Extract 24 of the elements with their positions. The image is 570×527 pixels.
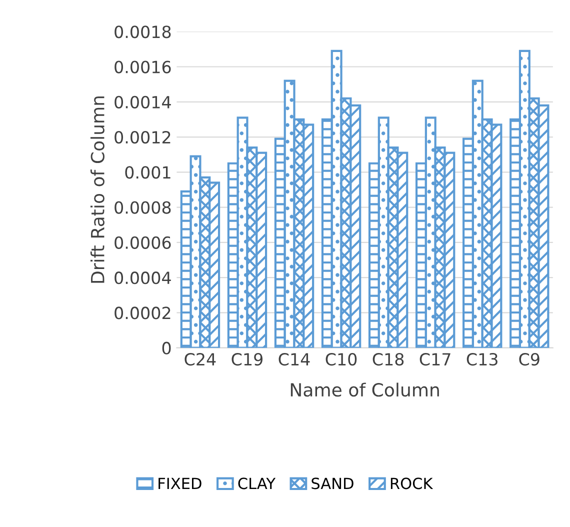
x-tick-label: C18 (372, 352, 404, 366)
legend-label: CLAY (238, 478, 276, 490)
y-tick-label: 0 (162, 342, 171, 354)
x-tick-label: C24 (184, 352, 216, 366)
y-tick-label: 0.0016 (114, 60, 171, 74)
x-tick-label: C19 (232, 352, 262, 366)
y-tick-label: 0.0014 (114, 96, 171, 108)
x-tick-label: C13 (466, 352, 498, 366)
y-tick-label: 0.0018 (114, 26, 171, 38)
y-tick-label: 0.0002 (114, 306, 170, 320)
x-tick-label: C9 (519, 352, 540, 366)
y-tick-label: 0.0004 (114, 272, 171, 284)
legend-label: ROCK (390, 478, 434, 490)
x-tick-label: C10 (326, 352, 357, 366)
y-tick-label: 0.0012 (114, 130, 170, 144)
y-tick-label: 0.0006 (114, 236, 171, 249)
y-tick-label: 0.001 (125, 166, 170, 179)
x-tick-label: C14 (278, 352, 310, 366)
legend-label: SAND (312, 478, 354, 490)
x-axis-title: Name of Column (290, 382, 439, 397)
y-axis-title: Drift Ratio of Column (90, 96, 104, 283)
x-tick-label: C17 (420, 352, 450, 366)
y-tick-label: 0.0008 (114, 201, 171, 214)
legend-label: FIXED (158, 478, 202, 489)
